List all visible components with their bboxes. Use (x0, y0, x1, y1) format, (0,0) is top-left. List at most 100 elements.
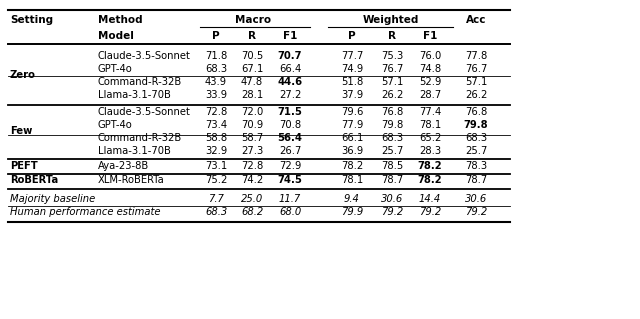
Text: 78.2: 78.2 (418, 175, 442, 185)
Text: 72.8: 72.8 (241, 161, 263, 171)
Text: F1: F1 (283, 31, 297, 41)
Text: Command-R-32B: Command-R-32B (98, 133, 182, 143)
Text: 26.2: 26.2 (465, 90, 487, 100)
Text: 76.7: 76.7 (381, 64, 403, 74)
Text: 66.4: 66.4 (279, 64, 301, 74)
Text: 78.3: 78.3 (465, 161, 487, 171)
Text: 70.5: 70.5 (241, 51, 263, 61)
Text: 27.2: 27.2 (279, 90, 301, 100)
Text: Llama-3.1-70B: Llama-3.1-70B (98, 146, 171, 156)
Text: XLM-RoBERTa: XLM-RoBERTa (98, 175, 164, 185)
Text: 73.1: 73.1 (205, 161, 227, 171)
Text: 74.9: 74.9 (341, 64, 363, 74)
Text: 14.4: 14.4 (419, 194, 441, 204)
Text: 37.9: 37.9 (341, 90, 363, 100)
Text: 78.7: 78.7 (465, 175, 487, 185)
Text: R: R (388, 31, 396, 41)
Text: Command-R-32B: Command-R-32B (98, 77, 182, 87)
Text: 75.3: 75.3 (381, 51, 403, 61)
Text: 25.7: 25.7 (381, 146, 403, 156)
Text: 68.3: 68.3 (205, 64, 227, 74)
Text: 58.7: 58.7 (241, 133, 263, 143)
Text: 36.9: 36.9 (341, 146, 363, 156)
Text: 72.8: 72.8 (205, 107, 227, 117)
Text: 9.4: 9.4 (344, 194, 360, 204)
Text: P: P (212, 31, 220, 41)
Text: RoBERTa: RoBERTa (10, 175, 58, 185)
Text: 28.1: 28.1 (241, 90, 263, 100)
Text: P: P (348, 31, 356, 41)
Text: 26.7: 26.7 (279, 146, 301, 156)
Text: 76.8: 76.8 (381, 107, 403, 117)
Text: 68.3: 68.3 (381, 133, 403, 143)
Text: Few: Few (10, 127, 33, 137)
Text: R: R (248, 31, 256, 41)
Text: GPT-4o: GPT-4o (98, 64, 132, 74)
Text: 26.2: 26.2 (381, 90, 403, 100)
Text: 77.7: 77.7 (341, 51, 363, 61)
Text: 78.1: 78.1 (419, 120, 441, 130)
Text: F1: F1 (423, 31, 437, 41)
Text: 30.6: 30.6 (381, 194, 403, 204)
Text: 70.8: 70.8 (279, 120, 301, 130)
Text: Claude-3.5-Sonnet: Claude-3.5-Sonnet (98, 107, 191, 117)
Text: 74.5: 74.5 (278, 175, 303, 185)
Text: Zero: Zero (10, 70, 36, 80)
Text: 73.4: 73.4 (205, 120, 227, 130)
Text: 79.8: 79.8 (464, 120, 488, 130)
Text: 67.1: 67.1 (241, 64, 263, 74)
Text: 76.8: 76.8 (465, 107, 487, 117)
Text: GPT-4o: GPT-4o (98, 120, 132, 130)
Text: 77.4: 77.4 (419, 107, 441, 117)
Text: 68.3: 68.3 (465, 133, 487, 143)
Text: 78.2: 78.2 (341, 161, 363, 171)
Text: Aya-23-8B: Aya-23-8B (98, 161, 149, 171)
Text: 75.2: 75.2 (205, 175, 227, 185)
Text: 28.3: 28.3 (419, 146, 441, 156)
Text: 52.9: 52.9 (419, 77, 441, 87)
Text: 71.8: 71.8 (205, 51, 227, 61)
Text: 78.2: 78.2 (418, 161, 442, 171)
Text: Human performance estimate: Human performance estimate (10, 207, 161, 217)
Text: Weighted: Weighted (363, 15, 419, 25)
Text: Model: Model (98, 31, 134, 41)
Text: 57.1: 57.1 (465, 77, 487, 87)
Text: 47.8: 47.8 (241, 77, 263, 87)
Text: 65.2: 65.2 (419, 133, 441, 143)
Text: 74.8: 74.8 (419, 64, 441, 74)
Text: 7.7: 7.7 (208, 194, 224, 204)
Text: 78.5: 78.5 (381, 161, 403, 171)
Text: 25.7: 25.7 (465, 146, 487, 156)
Text: 74.2: 74.2 (241, 175, 263, 185)
Text: PEFT: PEFT (10, 161, 38, 171)
Text: Method: Method (98, 15, 143, 25)
Text: 79.8: 79.8 (381, 120, 403, 130)
Text: 58.8: 58.8 (205, 133, 227, 143)
Text: Majority baseline: Majority baseline (10, 194, 95, 204)
Text: 56.4: 56.4 (278, 133, 303, 143)
Text: 77.9: 77.9 (341, 120, 363, 130)
Text: 43.9: 43.9 (205, 77, 227, 87)
Text: 70.7: 70.7 (278, 51, 302, 61)
Text: 11.7: 11.7 (279, 194, 301, 204)
Text: 79.9: 79.9 (341, 207, 363, 217)
Text: 25.0: 25.0 (241, 194, 263, 204)
Text: Setting: Setting (10, 15, 53, 25)
Text: 79.6: 79.6 (341, 107, 363, 117)
Text: Acc: Acc (466, 15, 486, 25)
Text: 72.0: 72.0 (241, 107, 263, 117)
Text: 70.9: 70.9 (241, 120, 263, 130)
Text: 32.9: 32.9 (205, 146, 227, 156)
Text: 76.7: 76.7 (465, 64, 487, 74)
Text: 71.5: 71.5 (278, 107, 303, 117)
Text: 30.6: 30.6 (465, 194, 487, 204)
Text: Llama-3.1-70B: Llama-3.1-70B (98, 90, 171, 100)
Text: Macro: Macro (235, 15, 271, 25)
Text: 72.9: 72.9 (279, 161, 301, 171)
Text: 78.1: 78.1 (341, 175, 363, 185)
Text: 76.0: 76.0 (419, 51, 441, 61)
Text: 66.1: 66.1 (341, 133, 363, 143)
Text: 77.8: 77.8 (465, 51, 487, 61)
Text: 33.9: 33.9 (205, 90, 227, 100)
Text: 51.8: 51.8 (341, 77, 363, 87)
